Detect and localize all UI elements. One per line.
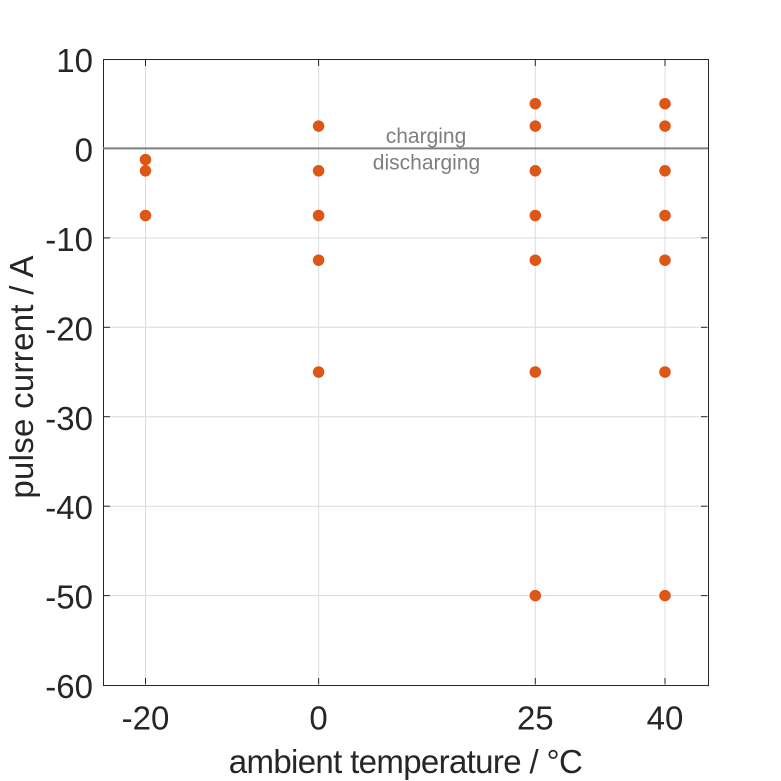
svg-text:0: 0 xyxy=(309,700,327,737)
svg-text:discharging: discharging xyxy=(373,151,480,174)
svg-text:0: 0 xyxy=(75,132,93,169)
svg-text:-50: -50 xyxy=(45,579,93,616)
svg-text:charging: charging xyxy=(386,125,467,148)
svg-text:10: 10 xyxy=(56,42,93,79)
svg-text:25: 25 xyxy=(517,700,554,737)
svg-text:ambient temperature / °C: ambient temperature / °C xyxy=(229,743,582,780)
svg-text:40: 40 xyxy=(647,700,684,737)
svg-text:-40: -40 xyxy=(45,489,93,526)
svg-text:-20: -20 xyxy=(45,310,93,347)
svg-text:-60: -60 xyxy=(45,668,93,705)
svg-text:pulse current / A: pulse current / A xyxy=(3,255,40,498)
svg-text:-10: -10 xyxy=(45,221,93,258)
svg-text:-30: -30 xyxy=(45,400,93,437)
svg-text:-20: -20 xyxy=(122,700,170,737)
